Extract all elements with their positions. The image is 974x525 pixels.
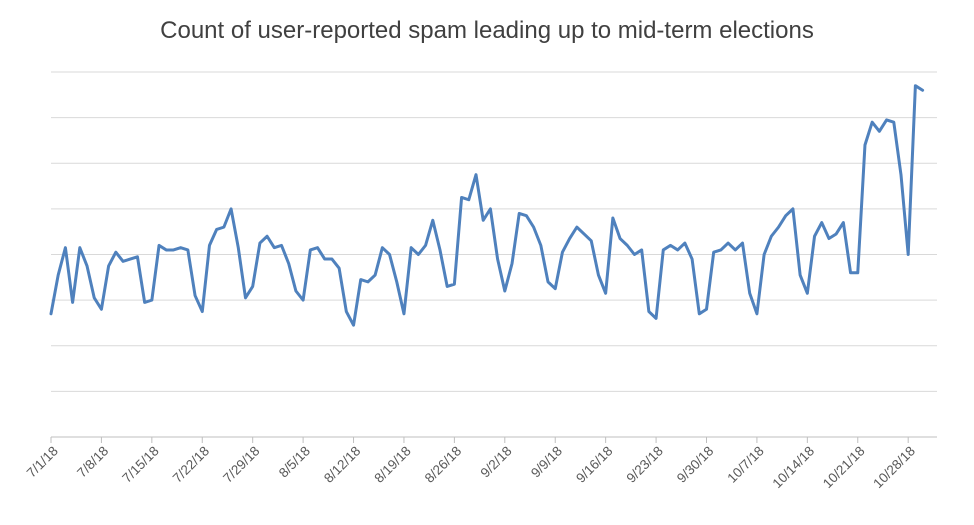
x-tick-label: 7/22/18 bbox=[170, 443, 212, 485]
series-layer bbox=[49, 84, 925, 327]
x-tick-label: 7/15/18 bbox=[119, 443, 161, 485]
x-tick-label: 9/9/18 bbox=[528, 443, 565, 480]
x-tick-label: 8/19/18 bbox=[371, 443, 413, 485]
chart-title: Count of user-reported spam leading up t… bbox=[160, 17, 814, 44]
x-tick-label: 9/30/18 bbox=[674, 443, 716, 485]
x-tick-label: 8/5/18 bbox=[276, 443, 313, 480]
x-tick-label: 9/23/18 bbox=[624, 443, 666, 485]
x-tick-label: 8/12/18 bbox=[321, 443, 363, 485]
x-tick-label: 9/2/18 bbox=[478, 443, 515, 480]
x-tick-label: 8/26/18 bbox=[422, 443, 464, 485]
x-tick-label: 10/7/18 bbox=[724, 443, 766, 485]
x-axis: 7/1/18 7/8/18 7/15/18 7/22/18 7/29/18 8/5/18 8… bbox=[24, 436, 937, 491]
series-line bbox=[49, 84, 925, 327]
x-tick-label: 7/29/18 bbox=[220, 443, 262, 485]
x-tick-label: 10/28/18 bbox=[870, 443, 918, 491]
x-tick-label: 10/14/18 bbox=[769, 443, 817, 491]
x-tick-label: 10/21/18 bbox=[820, 443, 868, 491]
x-tick-label: 7/1/18 bbox=[24, 443, 61, 480]
x-tick-label: 7/8/18 bbox=[74, 443, 111, 480]
x-tick-label: 9/16/18 bbox=[573, 443, 615, 485]
